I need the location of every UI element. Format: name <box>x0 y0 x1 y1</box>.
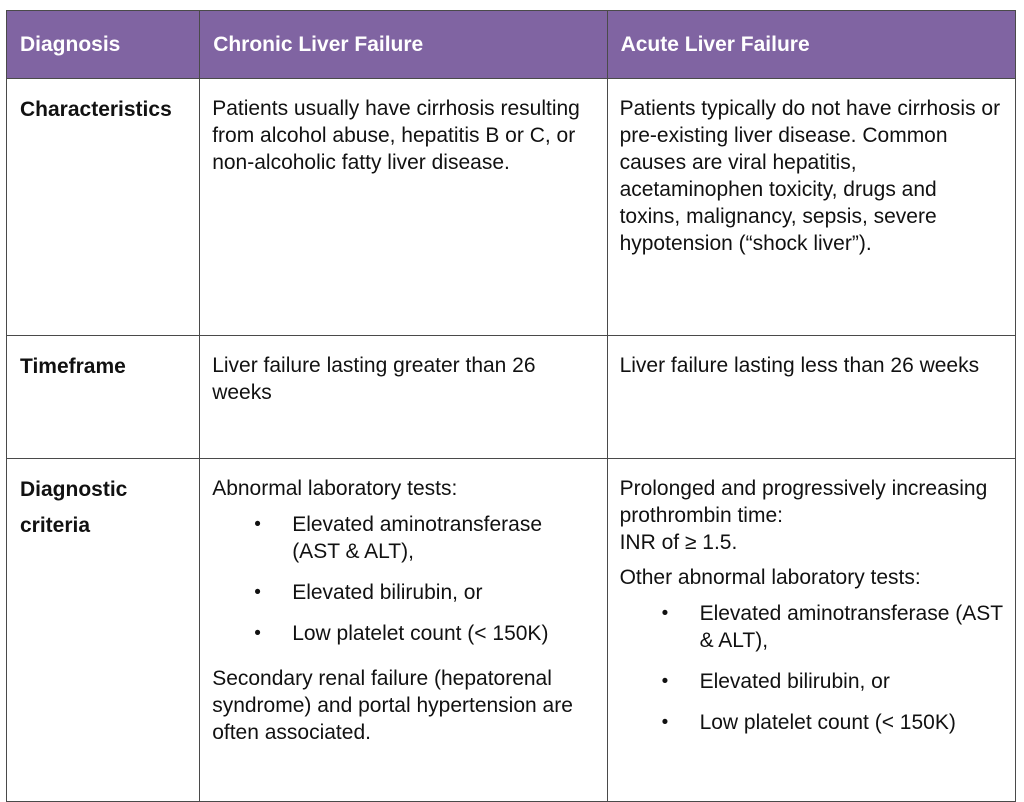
bullet-icon: • <box>254 623 261 644</box>
list-item-text: Elevated aminotransferase (AST & ALT), <box>699 602 1003 652</box>
acute-characteristics-text: Patients typically do not have cirrhosis… <box>619 97 1001 255</box>
list-item: • Elevated bilirubin, or <box>212 579 594 606</box>
bullet-icon: • <box>661 712 669 733</box>
list-item-text: Low platelet count (< 150K) <box>292 622 549 645</box>
acute-diagnostic-intro-line: Prolonged and progressively increasing p… <box>619 477 988 527</box>
bullet-icon: • <box>254 582 261 603</box>
bullet-icon: • <box>661 671 669 692</box>
list-item: • Elevated aminotransferase (AST & ALT), <box>620 600 1003 654</box>
chronic-characteristics-cell: Patients usually have cirrhosis resultin… <box>199 78 608 336</box>
list-item: • Elevated bilirubin, or <box>620 668 1003 695</box>
chronic-timeframe-text: Liver failure lasting greater than 26 we… <box>212 354 536 404</box>
list-item: • Elevated aminotransferase (AST & ALT), <box>212 511 594 565</box>
table-row-timeframe: Timeframe Liver failure lasting greater … <box>5 335 1017 459</box>
acute-diagnostic-list: • Elevated aminotransferase (AST & ALT),… <box>620 600 1003 736</box>
header-chronic-liver-failure: Chronic Liver Failure <box>199 10 608 79</box>
chronic-diagnostic-outro: Secondary renal failure (hepatorenal syn… <box>212 667 573 744</box>
list-item: • Low platelet count (< 150K) <box>212 620 594 647</box>
header-row: Diagnosis Chronic Liver Failure Acute Li… <box>5 10 1017 79</box>
list-item: • Low platelet count (< 150K) <box>620 709 1003 736</box>
acute-diagnostic-cell: Prolonged and progressively increasing p… <box>606 458 1017 802</box>
header-acute-liver-failure: Acute Liver Failure <box>606 10 1017 79</box>
acute-timeframe-text: Liver failure lasting less than 26 weeks <box>619 354 980 377</box>
row-label-timeframe: Timeframe <box>5 335 201 459</box>
row-label-diagnostic-criteria-text: Diagnostic criteria <box>20 478 128 537</box>
chronic-diagnostic-list: • Elevated aminotransferase (AST & ALT),… <box>212 511 594 647</box>
list-item-text: Elevated aminotransferase (AST & ALT), <box>292 513 542 563</box>
acute-diagnostic-intro: Prolonged and progressively increasing p… <box>620 475 1003 556</box>
header-diagnosis: Diagnosis <box>5 10 201 79</box>
acute-timeframe-cell: Liver failure lasting less than 26 weeks <box>606 335 1017 459</box>
list-item-text: Elevated bilirubin, or <box>699 670 890 693</box>
chronic-characteristics-text: Patients usually have cirrhosis resultin… <box>212 97 580 174</box>
liver-failure-comparison-table: Diagnosis Chronic Liver Failure Acute Li… <box>5 10 1017 802</box>
acute-characteristics-cell: Patients typically do not have cirrhosis… <box>606 78 1017 336</box>
row-label-characteristics: Characteristics <box>5 78 201 336</box>
table-row-diagnostic-criteria: Diagnostic criteria Abnormal laboratory … <box>5 458 1017 802</box>
acute-diagnostic-inr: INR of ≥ 1.5. <box>619 531 738 554</box>
chronic-diagnostic-cell: Abnormal laboratory tests: • Elevated am… <box>199 458 608 802</box>
chronic-diagnostic-intro: Abnormal laboratory tests: <box>212 477 458 500</box>
list-item-text: Low platelet count (< 150K) <box>699 711 956 734</box>
bullet-icon: • <box>661 603 669 624</box>
table-row-characteristics: Characteristics Patients usually have ci… <box>5 78 1017 336</box>
row-label-diagnostic-criteria: Diagnostic criteria <box>5 458 201 802</box>
list-item-text: Elevated bilirubin, or <box>292 581 483 604</box>
chronic-timeframe-cell: Liver failure lasting greater than 26 we… <box>199 335 608 459</box>
bullet-icon: • <box>254 514 261 535</box>
acute-diagnostic-other-tests: Other abnormal laboratory tests: <box>619 566 921 589</box>
